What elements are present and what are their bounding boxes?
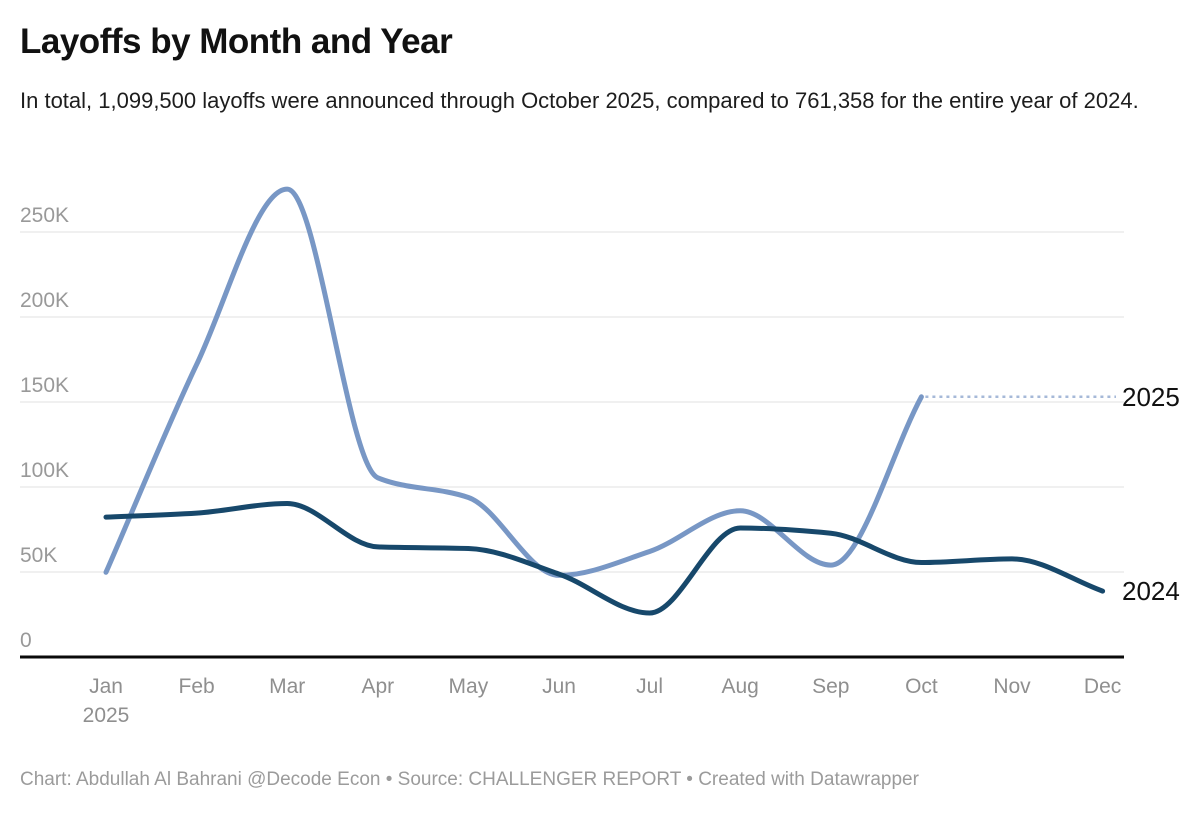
x-axis-label: Dec [1084, 675, 1121, 698]
x-axis-label: Sep [812, 675, 849, 698]
y-axis-label: 250K [20, 204, 69, 227]
x-axis-label: Feb [179, 675, 215, 698]
chart-subtitle: In total, 1,099,500 layoffs were announc… [20, 88, 1139, 113]
series-line-2025[interactable] [103, 186, 924, 578]
x-axis-year-label: 2025 [83, 704, 130, 727]
y-axis-label: 50K [20, 544, 57, 567]
x-axis-label: Aug [722, 675, 759, 698]
y-axis-label: 100K [20, 459, 69, 482]
y-axis-label: 150K [20, 374, 69, 397]
y-axis-label: 200K [20, 289, 69, 312]
x-axis-label: May [449, 675, 489, 698]
chart-footer: Chart: Abdullah Al Bahrani @Decode Econ … [20, 769, 919, 790]
x-axis-label: Jun [542, 675, 576, 698]
y-axis-label: 0 [20, 629, 32, 652]
x-axis-label: Apr [361, 675, 394, 698]
x-axis-label: Oct [905, 675, 938, 698]
x-axis-label: Mar [269, 675, 305, 698]
x-axis-label: Jul [636, 675, 663, 698]
chart-title: Layoffs by Month and Year [20, 22, 453, 61]
x-axis-label: Nov [993, 675, 1031, 698]
series-end-label-2024: 2024 [1122, 576, 1180, 606]
series-end-label-2025: 2025 [1122, 382, 1180, 412]
x-axis-label: Jan [89, 675, 123, 698]
series-line-2024[interactable] [103, 501, 1106, 616]
